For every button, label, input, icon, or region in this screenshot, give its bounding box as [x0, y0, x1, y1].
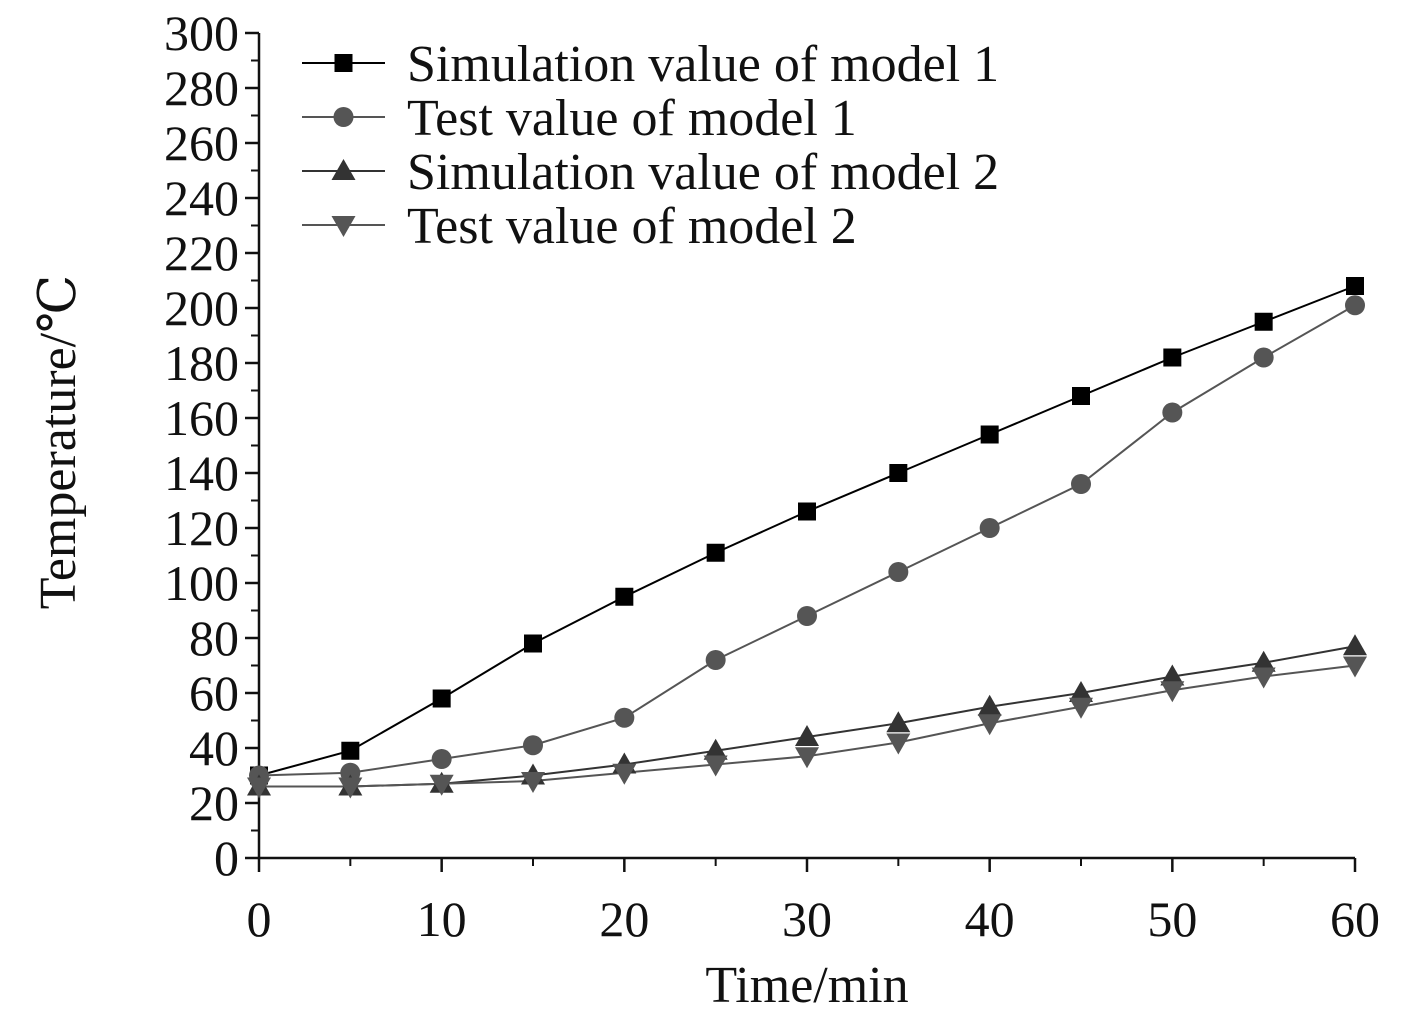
y-tick-label: 200 [164, 280, 239, 336]
data-point-series-2 [1071, 474, 1091, 494]
data-point-series-2 [797, 606, 817, 626]
data-point-series-1 [1346, 277, 1364, 295]
x-tick-label: 30 [782, 891, 832, 947]
data-point-series-4 [1160, 681, 1185, 703]
data-point-series-4 [1343, 656, 1367, 678]
y-tick-label: 300 [164, 5, 239, 61]
data-point-series-3 [886, 711, 911, 733]
y-tick-label: 40 [189, 720, 239, 776]
y-tick-label: 0 [214, 830, 239, 886]
y-tick-label: 280 [164, 60, 239, 116]
x-axis-title: Time/min [705, 957, 908, 1014]
data-point-series-3 [1251, 650, 1276, 672]
data-point-series-4 [521, 772, 545, 793]
data-point-series-1 [615, 587, 634, 606]
x-tick-label: 0 [247, 891, 272, 947]
data-point-series-2 [1253, 347, 1274, 368]
data-point-series-4 [795, 747, 819, 769]
data-point-series-3 [795, 725, 819, 746]
y-tick-label: 60 [189, 665, 239, 721]
data-point-series-3 [977, 694, 1002, 716]
data-point-series-4 [1251, 667, 1276, 689]
data-point-series-1 [1072, 387, 1090, 405]
series-line-1 [258, 285, 1356, 777]
data-point-series-1 [341, 741, 360, 760]
data-point-series-4 [612, 763, 637, 785]
y-tick-label: 120 [164, 500, 239, 556]
data-point-series-4 [977, 714, 1002, 736]
data-point-series-4 [1069, 697, 1093, 719]
data-point-series-4 [429, 774, 454, 796]
data-point-series-3 [1343, 634, 1367, 656]
data-point-series-2 [1162, 402, 1183, 423]
x-tick-label: 10 [417, 891, 467, 947]
legend-marker-3 [331, 159, 356, 180]
data-point-series-3 [1160, 664, 1185, 686]
legend-marker-4 [331, 216, 356, 237]
data-point-series-2 [614, 707, 635, 728]
data-point-series-1 [432, 689, 451, 708]
data-point-series-4 [247, 777, 271, 799]
data-point-series-1 [980, 425, 999, 444]
legend-label-1: Simulation value of model 1 [407, 36, 999, 93]
axes: 0204060801001201401601802002202402602803… [164, 5, 1380, 947]
legend-label-3: Simulation value of model 2 [407, 144, 999, 201]
legend-label-4: Test value of model 2 [407, 198, 857, 255]
y-tick-label: 160 [164, 390, 239, 446]
legend-label-2: Test value of model 1 [407, 90, 857, 147]
y-tick-label: 180 [164, 335, 239, 391]
data-point-series-2 [523, 735, 543, 756]
y-tick-label: 240 [164, 170, 239, 226]
data-point-series-4 [703, 755, 728, 777]
series-markers [247, 277, 1367, 799]
x-tick-label: 40 [965, 891, 1015, 947]
data-point-series-2 [979, 518, 1000, 538]
data-point-series-3 [1069, 681, 1093, 702]
legend-marker-1 [334, 54, 353, 72]
data-point-series-2 [888, 562, 909, 582]
data-point-series-4 [886, 733, 911, 755]
x-tick-label: 60 [1330, 891, 1380, 947]
data-point-series-2 [705, 650, 726, 670]
y-tick-label: 80 [189, 610, 239, 666]
y-tick-label: 100 [164, 555, 239, 611]
y-tick-label: 140 [164, 445, 239, 501]
y-tick-label: 260 [164, 115, 239, 171]
y-tick-label: 220 [164, 225, 239, 281]
y-axis-title: Temperature/℃ [30, 275, 87, 610]
series-lines [258, 285, 1356, 788]
legend-marker-2 [333, 107, 354, 127]
data-point-series-2 [1345, 295, 1365, 316]
x-tick-label: 20 [599, 891, 649, 947]
y-tick-label: 20 [189, 775, 239, 831]
data-point-series-1 [706, 543, 725, 562]
data-point-series-2 [431, 749, 452, 769]
data-point-series-3 [703, 738, 728, 760]
data-point-series-1 [798, 502, 816, 521]
data-point-series-4 [338, 777, 363, 799]
data-point-series-1 [1254, 312, 1273, 331]
data-point-series-1 [524, 634, 542, 653]
x-tick-label: 50 [1147, 891, 1197, 947]
data-point-series-1 [1163, 348, 1182, 367]
data-point-series-1 [889, 464, 908, 482]
series-line-2 [258, 304, 1356, 777]
